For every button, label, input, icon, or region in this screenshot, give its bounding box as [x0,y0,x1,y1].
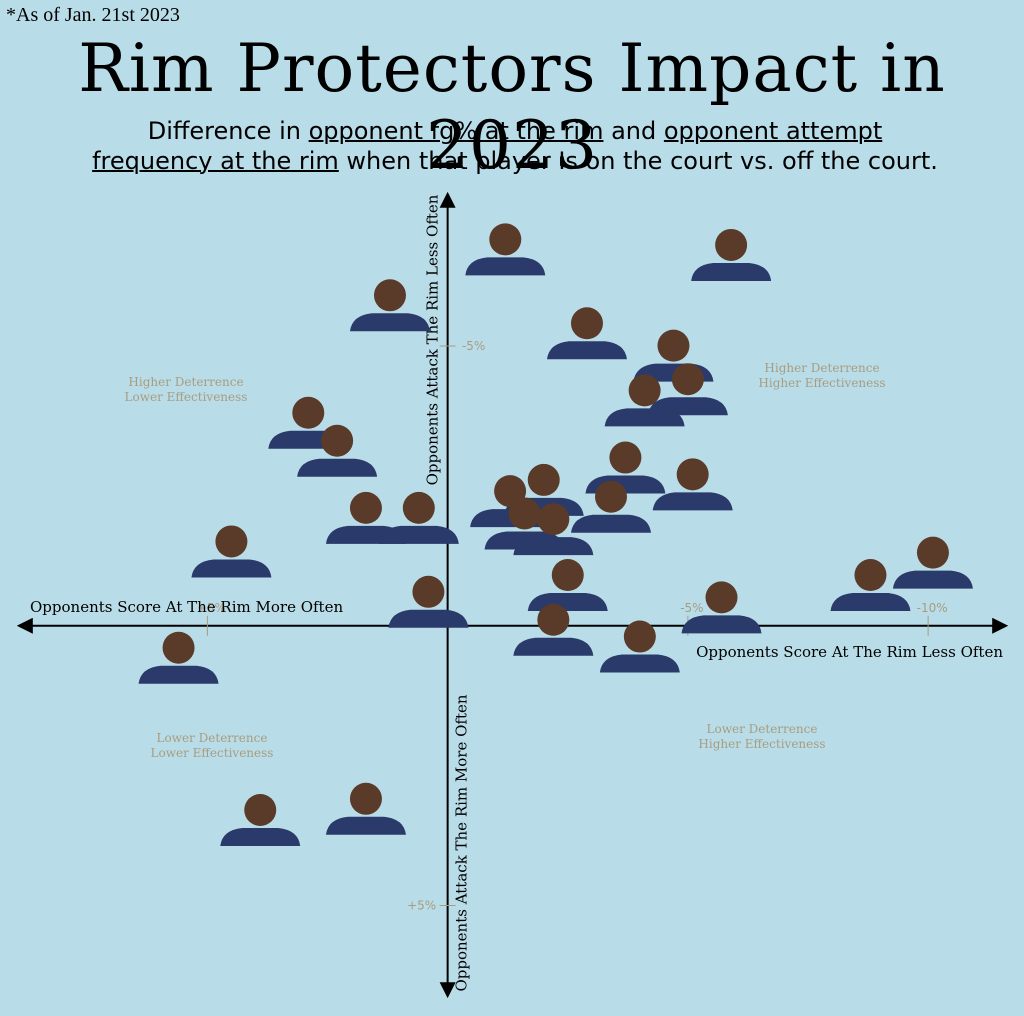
y-axis-label: Opponents Attack The Rim Less Often [424,194,442,485]
subtitle-part: opponent fg% at the rim [308,117,604,145]
subtitle: Difference in opponent fg% at the rim an… [90,116,940,176]
quadrant-label: Higher Effectiveness [698,737,825,751]
x-axis-label: Opponents Score At The Rim More Often [30,598,343,616]
player-marker [215,525,248,558]
y-tick-label: -5% [462,339,485,353]
quadrant-label: Lower Deterrence [157,731,268,745]
jersey [513,637,594,656]
player-marker [623,620,656,653]
chart-title: Rim Protectors Impact in 2023 [78,30,946,184]
player-marker [705,581,738,614]
player-marker [412,575,445,608]
x-tick-label: -10% [917,601,948,615]
jersey [513,537,594,556]
jersey [546,341,627,360]
jersey [599,654,680,673]
player-marker [657,329,690,362]
player-marker [609,441,642,474]
player-marker [628,374,661,407]
player-marker [321,424,354,457]
jersey [652,492,733,511]
jersey [378,525,459,544]
subtitle-part: and [603,117,664,145]
subtitle-part: when that player Is on the court vs. off… [338,147,938,175]
jersey [691,262,772,281]
player-marker [570,307,603,340]
jersey [138,665,219,684]
player-marker [715,228,748,261]
y-axis-label: Opponents Attack The Rim More Often [453,694,471,991]
player-marker [671,363,704,396]
quadrant-label: Higher Deterrence [764,361,879,375]
y-tick-label: +5% [407,898,436,912]
x-tick-label: +5% [197,601,226,615]
subtitle-part: opponent attempt frequency at the rim [92,117,883,175]
jersey [325,816,406,835]
jersey [527,593,608,612]
jersey [892,570,973,589]
player-marker [162,631,195,664]
player-marker [537,503,570,536]
quadrant-label: Higher Deterrence [128,375,243,389]
player-marker [537,603,570,636]
player-marker [854,559,887,592]
player-marker [527,463,560,496]
player-marker [489,223,522,256]
player-marker [349,491,382,524]
jersey [388,609,469,628]
subtitle-part: Difference in [147,117,309,145]
player-marker [508,497,541,530]
player-marker [373,279,406,312]
quadrant-label: Higher Effectiveness [758,376,885,390]
jersey [681,615,762,634]
player-marker [244,793,277,826]
jersey [220,827,301,846]
jersey [465,257,546,276]
x-axis-label: Opponents Score At The Rim Less Often [696,643,1003,661]
quadrant-label: Lower Effectiveness [151,746,274,760]
player-marker [676,458,709,491]
player-marker [402,491,435,524]
quadrant-label: Lower Effectiveness [125,390,248,404]
jersey [571,514,651,533]
jersey [191,559,272,578]
player-marker [916,536,949,569]
jersey [604,408,685,427]
jersey [349,313,430,332]
quadrant-label: Lower Deterrence [707,722,818,736]
jersey [830,593,911,612]
player-marker [349,782,382,815]
note: *As of Jan. 21st 2023 [6,4,180,26]
player-marker [595,480,627,513]
player-marker [551,559,584,592]
x-tick-label: -5% [680,601,703,615]
jersey [297,458,378,477]
player-marker [292,396,325,429]
